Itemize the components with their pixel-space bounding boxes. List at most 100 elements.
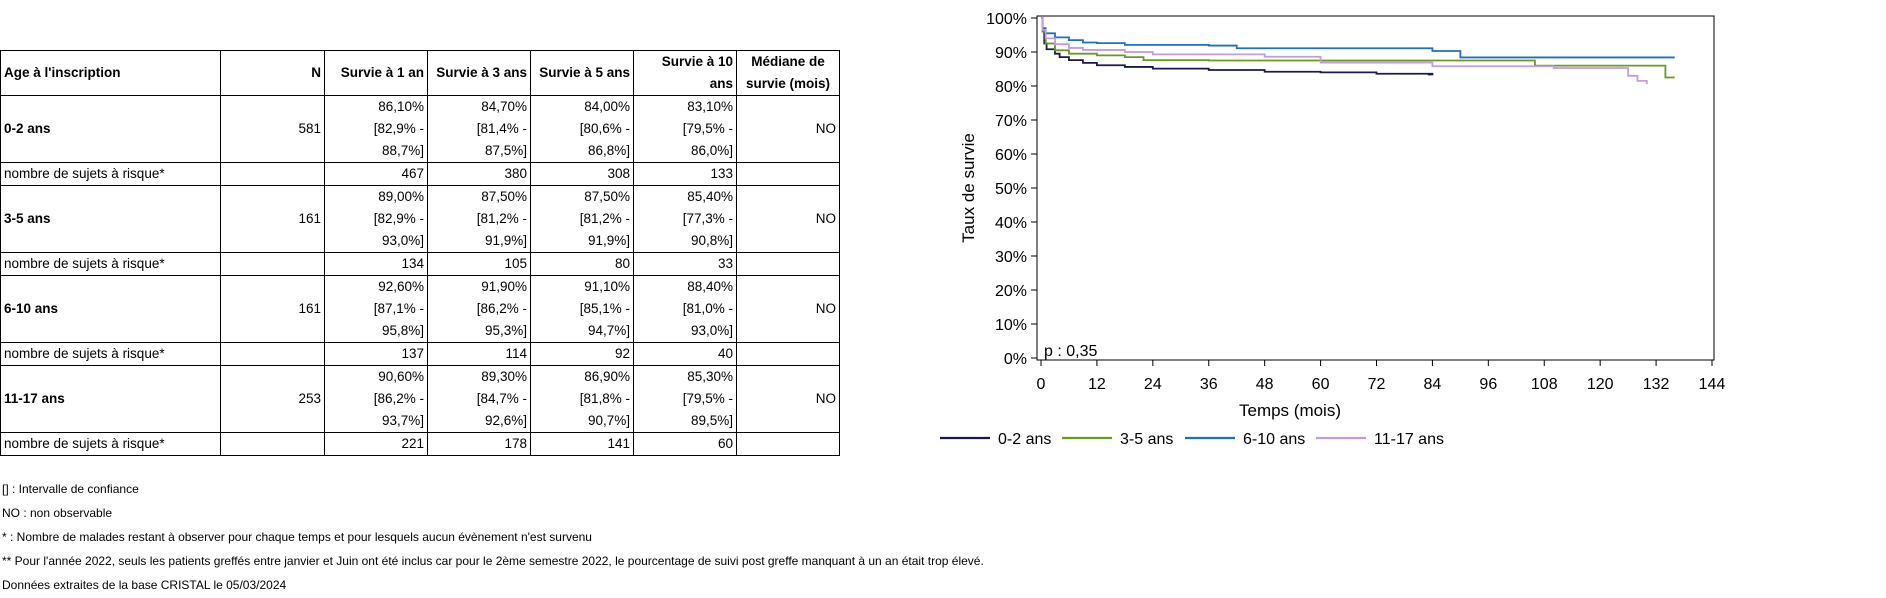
median-survival: NO xyxy=(736,365,840,433)
series-line-11-17 ans xyxy=(1041,17,1648,85)
x-tick-label: 0 xyxy=(1037,376,1046,393)
y-tick-label: 30% xyxy=(995,249,1027,266)
footnote: NO : non observable xyxy=(2,506,113,520)
survival-value: 87,50% xyxy=(584,189,630,204)
confidence-bound: 94,7%] xyxy=(587,323,630,338)
x-axis: 0 12 24 36 48 60 72 84 96 108 120 132 144 xyxy=(1037,360,1726,393)
confidence-bound: 88,7%] xyxy=(381,143,424,158)
y-tick-label: 0% xyxy=(1004,351,1027,368)
column-header: Médiane de survie (mois) xyxy=(736,50,840,96)
x-tick-label: 24 xyxy=(1144,376,1162,393)
survival-table: Age à l'inscription N Survie à 1 an Surv… xyxy=(0,50,840,456)
confidence-bound: 93,0%] xyxy=(381,233,424,248)
survival-curves xyxy=(1041,17,1675,85)
at-risk-count: 467 xyxy=(324,162,428,186)
group-label: 6-10 ans xyxy=(0,275,221,343)
survival-cell: 83,10% [79,5% - 86,0%] xyxy=(633,95,737,163)
survival-cell: 89,30% [84,7% - 92,6%] xyxy=(427,365,531,433)
table-row: 0-2 ans 581 86,10% [82,9% - 88,7%] 84,70% [81,… xyxy=(0,95,840,163)
confidence-bound: 90,8%] xyxy=(690,233,733,248)
x-axis-label: Temps (mois) xyxy=(1239,401,1341,420)
survival-cell: 89,00% [82,9% - 93,0%] xyxy=(324,185,428,253)
y-tick-label: 100% xyxy=(986,11,1027,28)
survival-value: 86,90% xyxy=(584,369,630,384)
table-row: 11-17 ans 253 90,60% [86,2% - 93,7%] 89,30% [8… xyxy=(0,365,840,433)
confidence-bound: [84,7% - xyxy=(476,391,527,406)
table-row: nombre de sujets à risque* 221 178 141 60 xyxy=(0,432,840,456)
y-axis-label: Taux de survie xyxy=(959,133,978,243)
survival-cell: 92,60% [87,1% - 95,8%] xyxy=(324,275,428,343)
column-header: N xyxy=(220,50,325,96)
confidence-bound: 87,5%] xyxy=(484,143,527,158)
group-label: 3-5 ans xyxy=(0,185,221,253)
survival-value: 83,10% xyxy=(687,99,733,114)
x-tick-label: 144 xyxy=(1699,376,1726,393)
survival-cell: 91,10% [85,1% - 94,7%] xyxy=(530,275,634,343)
y-tick-label: 20% xyxy=(995,283,1027,300)
at-risk-count: 114 xyxy=(427,342,531,366)
group-n: 161 xyxy=(220,275,325,343)
confidence-bound: 95,8%] xyxy=(381,323,424,338)
group-label: 11-17 ans xyxy=(0,365,221,433)
risk-n-empty xyxy=(220,342,325,366)
y-tick-label: 60% xyxy=(995,147,1027,164)
confidence-bound: [79,5% - xyxy=(682,121,733,136)
risk-median-empty xyxy=(736,342,840,366)
confidence-bound: [81,2% - xyxy=(579,211,630,226)
confidence-bound: 86,0%] xyxy=(690,143,733,158)
x-tick-label: 72 xyxy=(1368,376,1386,393)
risk-label: nombre de sujets à risque* xyxy=(0,432,221,456)
confidence-bound: [86,2% - xyxy=(373,391,424,406)
at-risk-count: 92 xyxy=(530,342,634,366)
at-risk-count: 133 xyxy=(633,162,737,186)
survival-cell: 84,70% [81,4% - 87,5%] xyxy=(427,95,531,163)
survival-value: 87,50% xyxy=(481,189,527,204)
legend-label: 6-10 ans xyxy=(1243,431,1305,448)
y-tick-label: 90% xyxy=(995,45,1027,62)
confidence-bound: [77,3% - xyxy=(682,211,733,226)
survival-value: 91,10% xyxy=(584,279,630,294)
footnote: ** Pour l'année 2022, seuls les patients… xyxy=(2,554,984,568)
table-header-row: Age à l'inscription N Survie à 1 an Surv… xyxy=(0,50,840,96)
risk-median-empty xyxy=(736,432,840,456)
y-tick-label: 10% xyxy=(995,317,1027,334)
survival-chart: 0% 10% 20% 30% 40% 50% 60% 70% 80% 90% 100% 0 12 24 3… xyxy=(940,11,1726,448)
survival-value: 88,40% xyxy=(687,279,733,294)
confidence-bound: 91,9%] xyxy=(587,233,630,248)
x-tick-label: 36 xyxy=(1200,376,1218,393)
at-risk-count: 105 xyxy=(427,252,531,276)
survival-cell: 87,50% [81,2% - 91,9%] xyxy=(427,185,531,253)
legend-label: 3-5 ans xyxy=(1120,431,1173,448)
confidence-bound: [81,4% - xyxy=(476,121,527,136)
at-risk-count: 221 xyxy=(324,432,428,456)
x-tick-label: 132 xyxy=(1643,376,1670,393)
at-risk-count: 60 xyxy=(633,432,737,456)
group-label: 0-2 ans xyxy=(0,95,221,163)
confidence-bound: [82,9% - xyxy=(373,211,424,226)
median-survival: NO xyxy=(736,95,840,163)
at-risk-count: 137 xyxy=(324,342,428,366)
risk-n-empty xyxy=(220,162,325,186)
confidence-bound: [79,5% - xyxy=(682,391,733,406)
survival-value: 85,30% xyxy=(687,369,733,384)
survival-value: 89,30% xyxy=(481,369,527,384)
survival-cell: 85,40% [77,3% - 90,8%] xyxy=(633,185,737,253)
column-header: Survie à 1 an xyxy=(324,50,428,96)
confidence-bound: [82,9% - xyxy=(373,121,424,136)
table-row: 6-10 ans 161 92,60% [87,1% - 95,8%] 91,90% [86… xyxy=(0,275,840,343)
table-row: nombre de sujets à risque* 467 380 308 133 xyxy=(0,162,840,186)
survival-value: 91,90% xyxy=(481,279,527,294)
survival-value: 90,60% xyxy=(378,369,424,384)
survival-value: 85,40% xyxy=(687,189,733,204)
column-header: Survie à 5 ans xyxy=(530,50,634,96)
x-tick-label: 120 xyxy=(1587,376,1614,393)
survival-value: 84,70% xyxy=(481,99,527,114)
confidence-bound: 93,7%] xyxy=(381,413,424,428)
median-survival: NO xyxy=(736,275,840,343)
confidence-bound: [87,1% - xyxy=(373,301,424,316)
confidence-bound: [80,6% - xyxy=(579,121,630,136)
confidence-bound: 93,0%] xyxy=(690,323,733,338)
confidence-bound: [81,8% - xyxy=(579,391,630,406)
survival-cell: 85,30% [79,5% - 89,5%] xyxy=(633,365,737,433)
survival-value: 84,00% xyxy=(584,99,630,114)
